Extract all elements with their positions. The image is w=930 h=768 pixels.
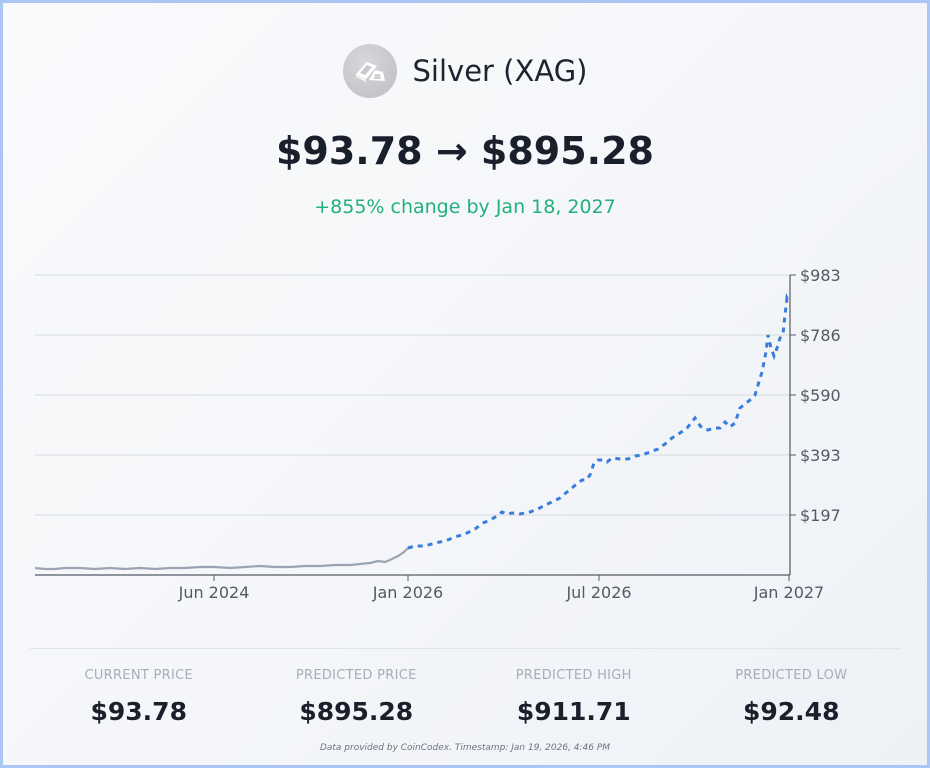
- stat-predicted-high: PREDICTED HIGH $911.71: [465, 668, 683, 726]
- x-tick-label: Jan 2027: [753, 583, 824, 602]
- stat-predicted-low: PREDICTED LOW $92.48: [683, 668, 901, 726]
- stat-label: PREDICTED HIGH: [515, 668, 632, 683]
- grid-lines: [35, 274, 790, 516]
- historical-price-line: [34, 547, 409, 571]
- y-tick-label: $393: [800, 446, 841, 465]
- y-tick-label: $786: [800, 326, 841, 345]
- stat-value: $895.28: [299, 697, 414, 726]
- stat-label: CURRENT PRICE: [84, 668, 194, 683]
- divider: [30, 648, 900, 649]
- silver-bars-icon: [342, 44, 397, 98]
- stat-current-price: CURRENT PRICE $93.78: [30, 668, 248, 726]
- x-tick-label: Jul 2026: [565, 583, 631, 602]
- prediction-line: [407, 292, 791, 550]
- stat-label: PREDICTED LOW: [735, 668, 848, 683]
- y-tick-label: $197: [800, 506, 841, 525]
- stat-label: PREDICTED PRICE: [295, 668, 417, 683]
- stats-row: CURRENT PRICE $93.78 PREDICTED PRICE $89…: [30, 668, 900, 726]
- stat-value: $93.78: [90, 697, 187, 726]
- stat-predicted-price: PREDICTED PRICE $895.28: [248, 668, 466, 726]
- y-tick-label: $590: [800, 386, 841, 405]
- y-tick-label: $983: [800, 266, 841, 285]
- change-percentage: +855% change by Jan 18, 2027: [314, 196, 616, 218]
- price-chart: $983 $786 $590 $393 $197 Jun 2024 Jan 20…: [34, 266, 841, 602]
- data-attribution: Data provided by CoinCodex. Timestamp: J…: [319, 743, 611, 753]
- asset-title: Silver (XAG): [412, 54, 588, 88]
- x-tick-label: Jun 2024: [178, 583, 250, 602]
- price-range: $93.78 → $895.28: [275, 129, 654, 173]
- x-tick-label: Jan 2026: [372, 583, 443, 602]
- stat-value: $92.48: [743, 697, 840, 726]
- stat-value: $911.71: [516, 697, 631, 726]
- widget-frame: [3, 3, 927, 765]
- header: Silver (XAG): [0, 44, 930, 98]
